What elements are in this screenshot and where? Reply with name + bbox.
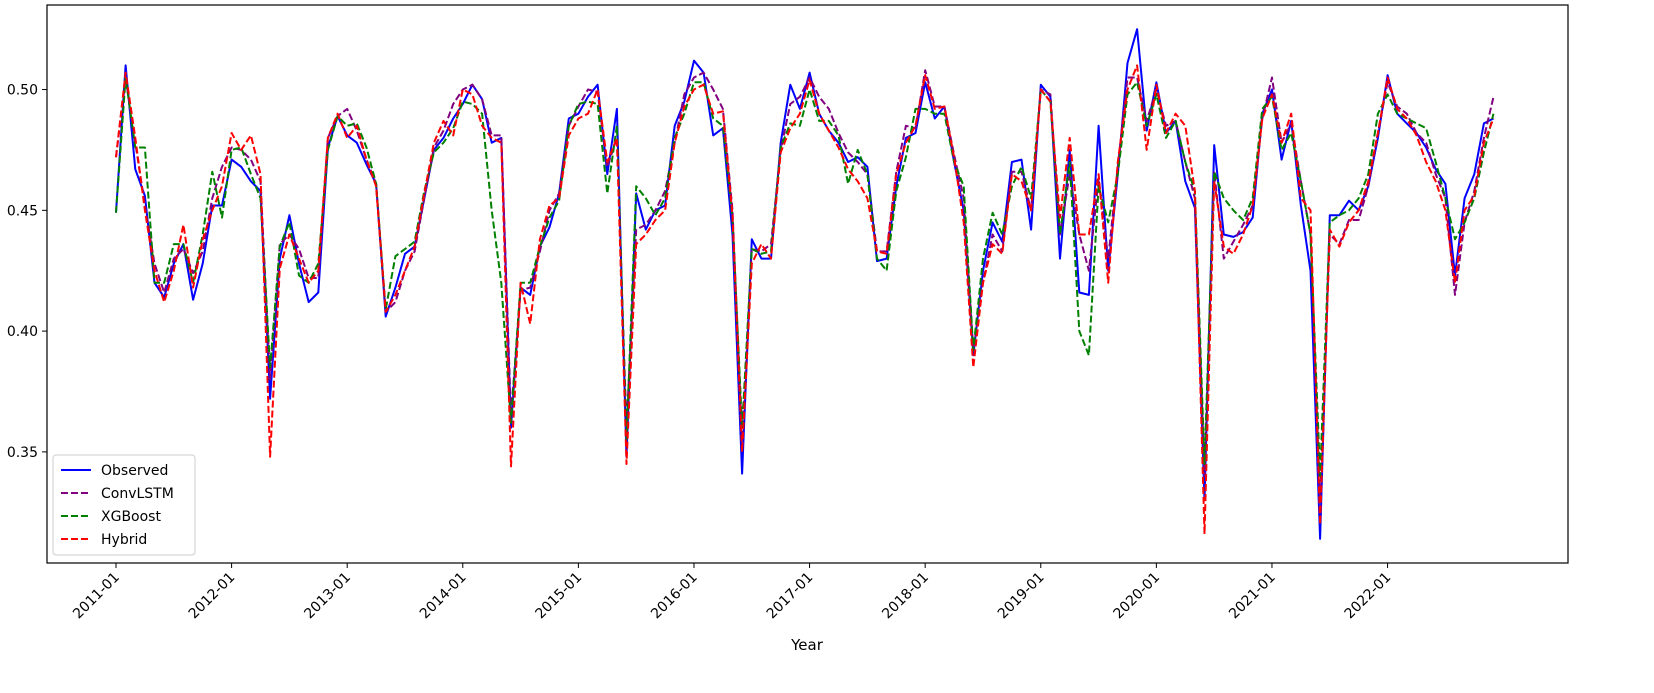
x-tick-label: 2014-01 xyxy=(417,570,470,623)
y-tick-label: 0.35 xyxy=(7,445,38,461)
x-tick-label: 2021-01 xyxy=(1226,570,1279,623)
legend-box xyxy=(52,454,196,556)
legend-label: Observed xyxy=(101,463,168,479)
x-tick-label: 2020-01 xyxy=(1111,570,1164,623)
series-line-hybrid xyxy=(115,64,1495,535)
plot-frame xyxy=(46,4,1569,564)
series-line-xgboost xyxy=(115,76,1495,477)
x-tick-label: 2012-01 xyxy=(186,570,239,623)
x-axis-label: Year xyxy=(790,636,824,654)
x-tick-label: 2016-01 xyxy=(648,570,701,623)
legend-label: Hybrid xyxy=(101,532,147,548)
x-tick-label: 2018-01 xyxy=(879,570,932,623)
y-axis: 0.35 0.40 0.45 0.50 xyxy=(7,83,47,461)
legend-label: XGBoost xyxy=(101,509,161,525)
x-axis: 2011-01 2012-01 2013-01 2014-01 2015-01 2016-… xyxy=(70,563,1394,622)
x-tick-label: 2022-01 xyxy=(1342,570,1395,623)
x-tick-label: 2015-01 xyxy=(533,570,586,623)
y-tick-label: 0.45 xyxy=(7,203,38,219)
x-tick-label: 2017-01 xyxy=(764,570,817,623)
x-tick-label: 2019-01 xyxy=(995,570,1048,623)
y-tick-label: 0.40 xyxy=(7,324,38,340)
x-tick-label: 2011-01 xyxy=(70,570,123,623)
series-line-convlstm xyxy=(115,69,1495,502)
x-tick-label: 2013-01 xyxy=(301,570,354,623)
series-lines xyxy=(115,28,1495,540)
legend-label: ConvLSTM xyxy=(101,486,174,502)
legend: Observed ConvLSTM XGBoost Hybrid xyxy=(52,454,196,556)
y-tick-label: 0.50 xyxy=(7,83,38,99)
